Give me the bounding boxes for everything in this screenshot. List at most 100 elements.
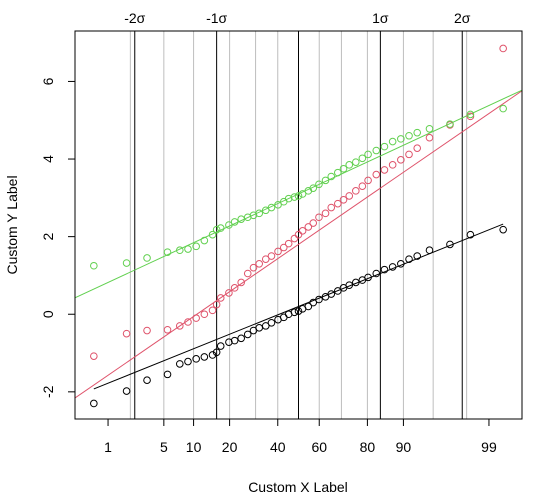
y-tick-label-1: 0 [40, 310, 56, 318]
point-s1-2 [143, 326, 151, 335]
point-s0-43 [446, 240, 454, 249]
point-s1-29 [327, 203, 336, 212]
point-s0-10 [216, 342, 225, 350]
point-s0-6 [192, 355, 200, 363]
sigma-labels: -2σ -1σ 1σ 2σ [124, 10, 471, 26]
point-s1-41 [413, 144, 422, 152]
point-s1-35 [364, 176, 372, 185]
point-s2-4 [175, 246, 184, 255]
point-s0-14 [243, 330, 252, 339]
point-s1-4 [175, 322, 184, 330]
sigma-label-4: 2σ [454, 10, 471, 26]
point-s0-17 [261, 322, 270, 330]
point-s0-8 [208, 351, 217, 359]
point-s2-23 [294, 192, 303, 200]
point-s1-27 [315, 213, 323, 222]
point-s2-24 [298, 190, 307, 198]
point-s2-40 [405, 131, 413, 140]
fit-line-1 [75, 90, 522, 399]
point-s2-38 [388, 137, 397, 146]
point-s2-36 [372, 146, 381, 155]
fit-lines [75, 89, 522, 399]
x-tick-label-7: 90 [396, 439, 412, 455]
fit-line-0 [93, 223, 504, 390]
x-tick-label-6: 80 [360, 439, 376, 455]
y-tick-label-3: 4 [40, 155, 56, 163]
y-axis-title: Custom Y Label [4, 175, 20, 274]
point-s1-38 [388, 161, 397, 169]
point-s0-25 [304, 302, 313, 311]
point-s1-40 [405, 150, 413, 159]
point-s1-5 [184, 318, 192, 326]
x-tick-label-4: 40 [270, 439, 286, 455]
point-s2-33 [352, 158, 360, 166]
x-tick-label-8: 99 [481, 439, 497, 455]
point-s1-15 [249, 263, 258, 272]
point-s1-0 [90, 352, 98, 360]
point-s2-31 [339, 164, 348, 173]
point-s1-37 [380, 166, 389, 174]
point-s1-9 [212, 300, 221, 309]
point-s0-45 [499, 225, 507, 234]
point-s2-0 [90, 261, 98, 270]
x-tick-label-2: 10 [186, 439, 202, 455]
point-s2-12 [230, 218, 239, 226]
point-s1-39 [397, 156, 405, 164]
point-s2-7 [200, 236, 209, 245]
point-s1-14 [243, 269, 252, 278]
point-s2-41 [413, 128, 422, 137]
point-s1-44 [466, 112, 475, 121]
point-s2-30 [333, 168, 342, 177]
point-s0-26 [309, 298, 318, 307]
point-s0-42 [425, 246, 434, 255]
point-s1-31 [339, 195, 348, 204]
point-s1-28 [321, 209, 330, 218]
point-s1-8 [208, 306, 217, 315]
point-s2-11 [225, 221, 233, 229]
point-s1-3 [163, 325, 172, 334]
point-s1-1 [122, 329, 131, 338]
point-s0-39 [397, 260, 405, 268]
x-tick-label-5: 60 [311, 439, 327, 455]
point-s2-34 [358, 154, 367, 163]
point-s0-44 [466, 230, 475, 239]
point-s0-41 [413, 252, 422, 260]
point-s1-13 [237, 278, 245, 287]
point-s2-27 [315, 180, 323, 189]
point-s2-43 [446, 120, 454, 128]
point-s1-32 [345, 192, 354, 200]
point-s0-32 [345, 281, 354, 289]
point-s1-11 [225, 289, 233, 297]
point-s1-19 [274, 247, 282, 256]
point-s2-21 [284, 194, 293, 203]
x-tick-label-0: 1 [104, 439, 112, 455]
point-s2-35 [364, 150, 372, 159]
point-s1-10 [216, 294, 225, 302]
point-s2-22 [290, 193, 299, 201]
plot-frame [74, 30, 523, 420]
x-axis: 1 5 10 20 40 60 80 90 99 [104, 419, 497, 455]
point-s2-44 [466, 110, 475, 119]
point-s1-16 [255, 260, 264, 268]
point-s2-10 [216, 224, 225, 232]
point-s0-27 [315, 295, 323, 304]
point-s0-13 [237, 334, 245, 343]
sigma-lines [134, 31, 463, 419]
sigma-label-1: -1σ [206, 10, 227, 26]
point-s0-9 [212, 348, 221, 357]
point-s2-32 [345, 161, 354, 169]
point-s1-21 [284, 239, 293, 248]
point-s2-16 [255, 209, 264, 218]
point-s0-35 [364, 273, 372, 282]
point-s2-45 [499, 104, 507, 113]
point-s2-37 [380, 142, 389, 151]
point-s1-12 [230, 284, 239, 292]
point-s2-6 [192, 242, 200, 251]
point-s0-33 [352, 278, 360, 287]
point-s0-5 [184, 357, 192, 366]
data-points [90, 44, 507, 408]
point-s1-25 [304, 223, 313, 231]
point-s2-29 [327, 172, 336, 181]
